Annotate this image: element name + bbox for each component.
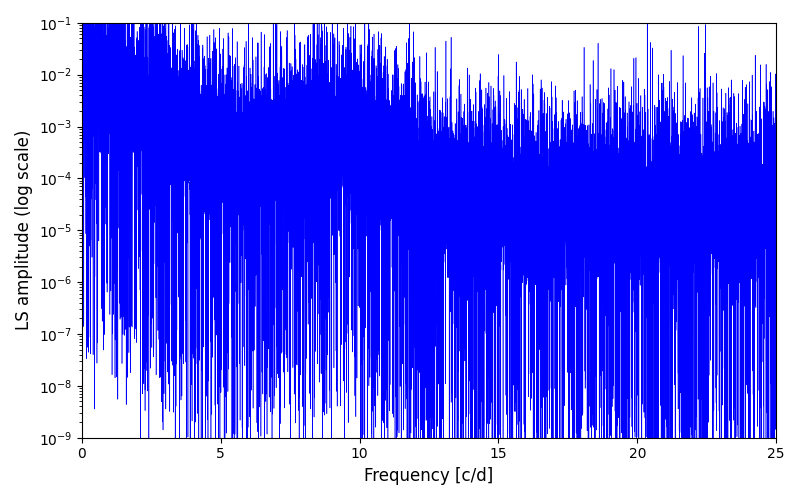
Y-axis label: LS amplitude (log scale): LS amplitude (log scale) (15, 130, 33, 330)
X-axis label: Frequency [c/d]: Frequency [c/d] (364, 467, 494, 485)
